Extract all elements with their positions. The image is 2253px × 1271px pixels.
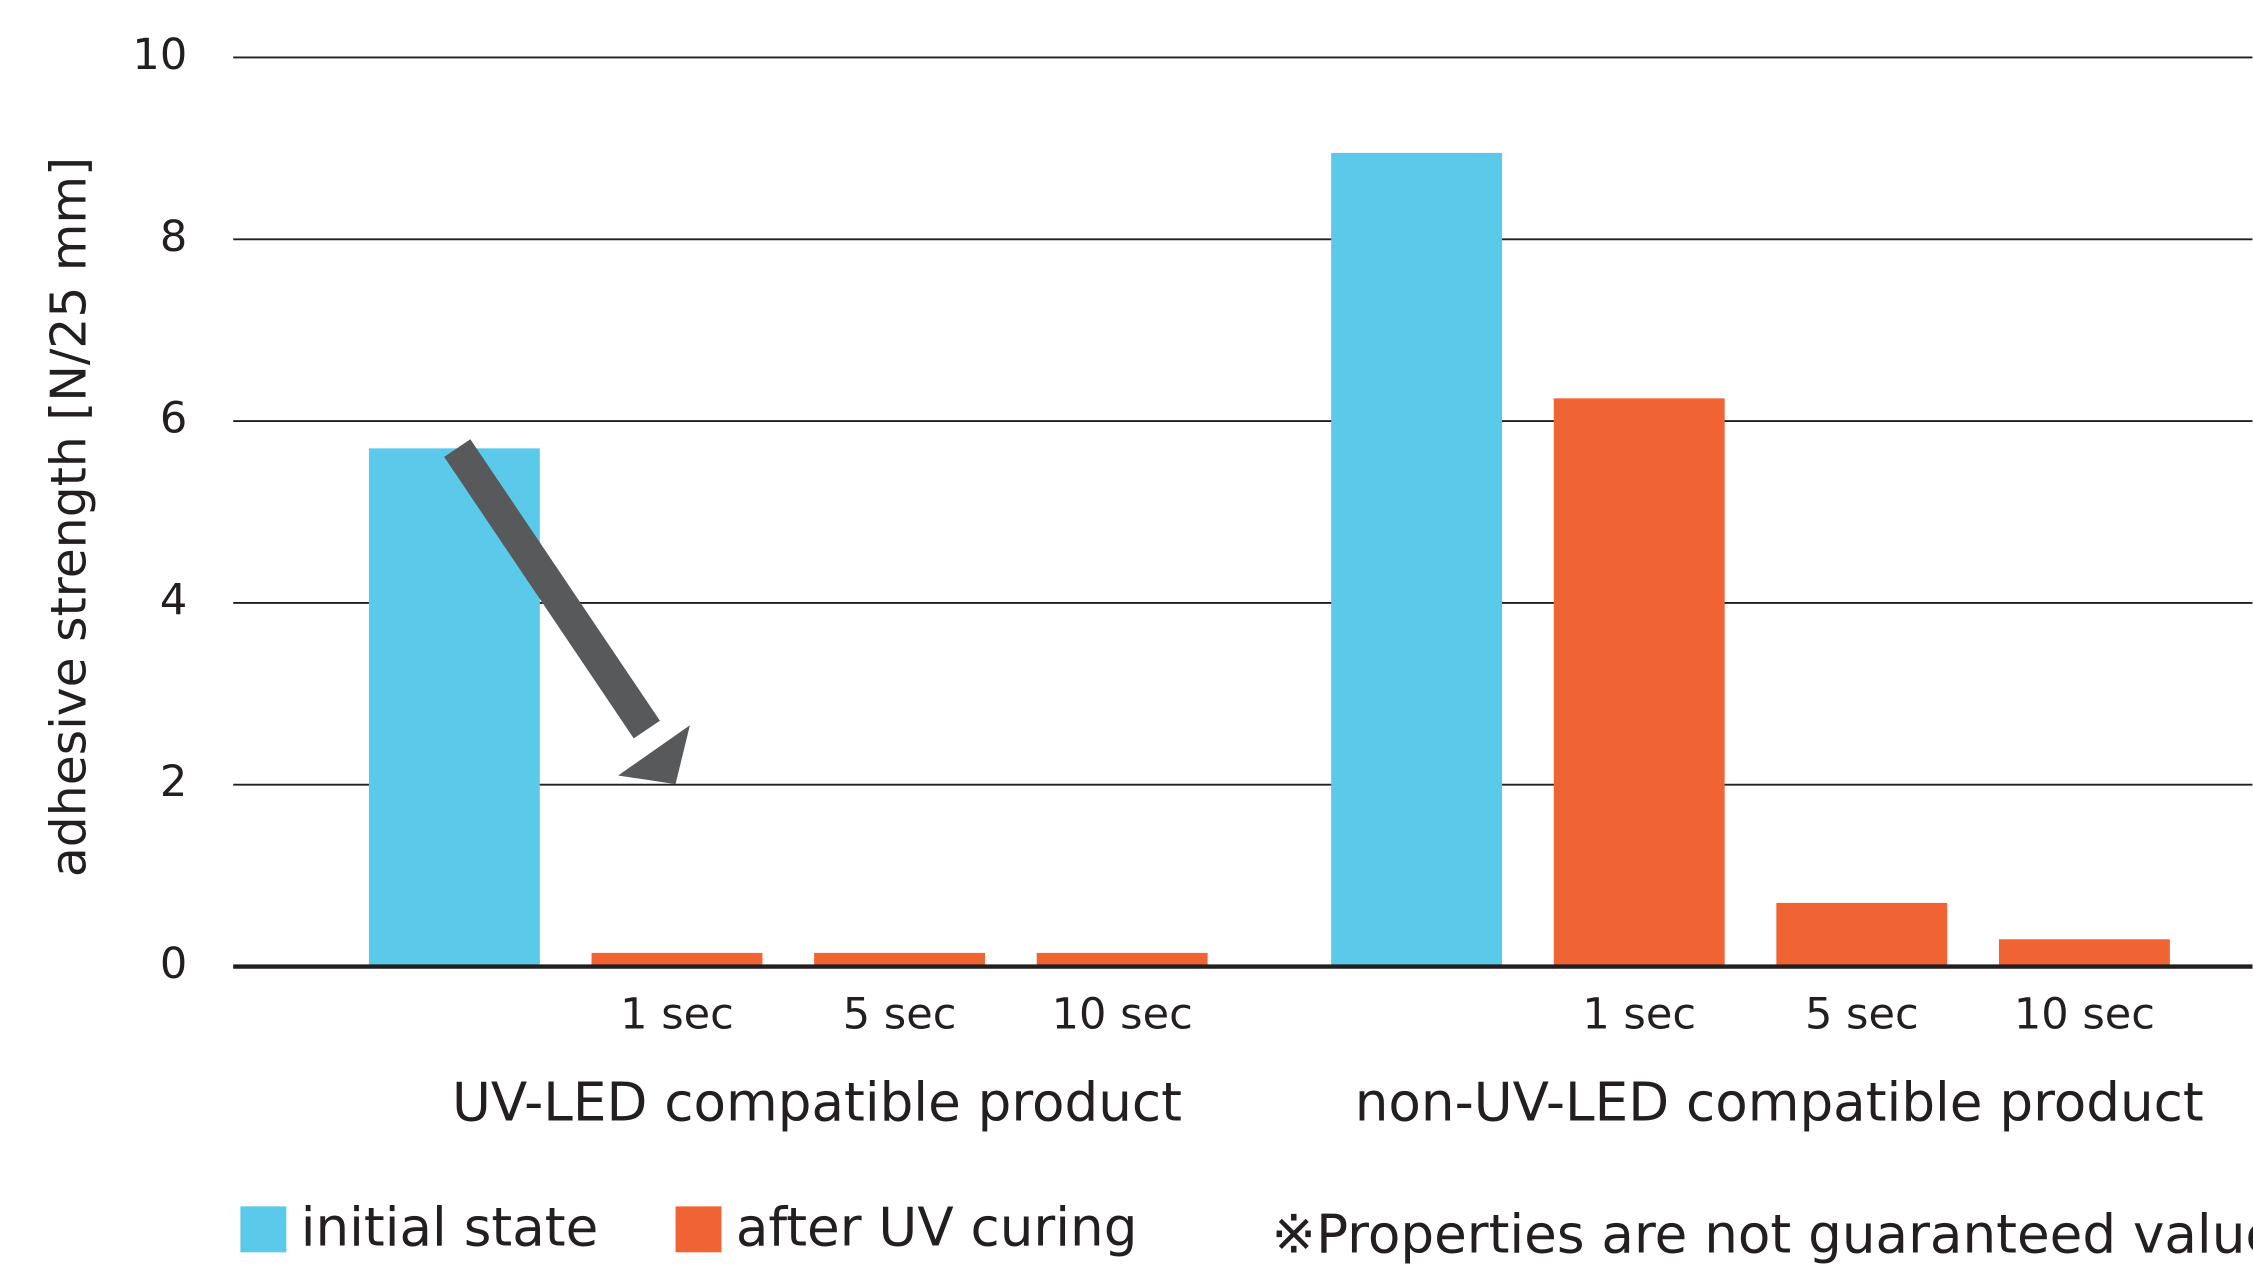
legend-swatch: [675, 1206, 722, 1253]
y-tick-label: 10: [132, 30, 187, 80]
y-tick-label: 6: [160, 394, 187, 444]
x-tick-label: 10 sec: [1052, 989, 1193, 1039]
y-tick-label: 0: [160, 939, 187, 989]
x-tick-label: 10 sec: [2014, 989, 2155, 1039]
legend-label: initial state: [301, 1196, 599, 1258]
bar: [1553, 398, 1725, 967]
x-tick-label: 1 sec: [1582, 989, 1696, 1039]
bar: [1331, 152, 1503, 967]
x-tick-label: 5 sec: [1805, 989, 1919, 1039]
bar: [1036, 952, 1208, 967]
annotation-arrow: [444, 439, 690, 785]
bar: [1998, 939, 2170, 967]
y-tick-label: 8: [160, 212, 187, 262]
x-tick-label: 1 sec: [620, 989, 734, 1039]
bar: [1776, 902, 1948, 967]
y-tick-label: 4: [160, 575, 187, 625]
group-label: UV-LED compatible product: [452, 1071, 1182, 1133]
note: ※Properties are not guaranteed values.: [1272, 1204, 2253, 1266]
legend-label: after UV curing: [736, 1196, 1138, 1258]
plot: 0 2 4 6 8 10 1 sec 5 sec 10 sec 1 sec 5 sec 10 sec U…: [132, 30, 2253, 1258]
y-axis-label: adhesive strength [N/25 mm]: [40, 157, 97, 877]
legend-swatch: [240, 1206, 287, 1253]
y-tick-label: 2: [160, 757, 187, 807]
group-label: non-UV-LED compatible product: [1355, 1071, 2204, 1133]
x-tick-label: 5 sec: [843, 989, 957, 1039]
bar: [814, 952, 986, 967]
bar: [591, 952, 763, 967]
